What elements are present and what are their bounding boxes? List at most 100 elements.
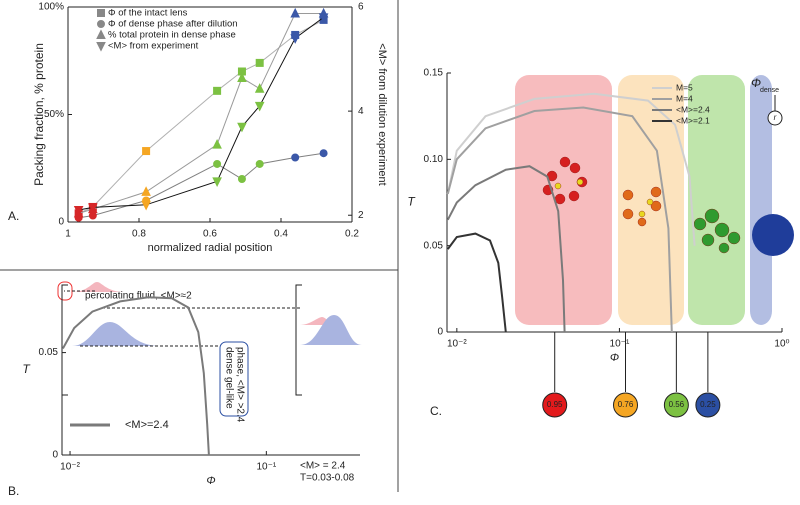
marker	[319, 149, 328, 158]
cluster-particle	[714, 222, 730, 238]
y-tick-label: 0	[58, 217, 64, 228]
y-tick-label: 0.15	[424, 68, 444, 79]
annotation: <M> = 2.4	[300, 461, 346, 472]
marker	[213, 159, 222, 168]
y2-tick-label: 4	[358, 106, 364, 117]
y2-tick-label: 2	[358, 210, 364, 221]
x-tick-label: 0.4	[274, 229, 288, 240]
y-axis-label: T	[407, 195, 416, 209]
y-axis-label: T	[22, 362, 31, 376]
y-tick-label: 100%	[38, 2, 64, 13]
annotation-box	[219, 341, 249, 417]
x-tick-label: 1	[65, 229, 71, 240]
y-tick-label: 0.05	[424, 240, 444, 251]
series-line	[78, 16, 324, 211]
cluster-particle	[701, 233, 715, 247]
y-tick-label: 0.05	[39, 347, 59, 358]
cluster-particle	[638, 210, 646, 218]
x-tick-label: 0.6	[203, 229, 217, 240]
y-tick-label: 0	[52, 450, 58, 461]
inset-symbol: Φ	[751, 76, 761, 90]
marker	[255, 159, 264, 168]
series-line	[78, 13, 324, 214]
cluster-sphere	[752, 214, 794, 256]
x-axis-label: normalized radial position	[148, 242, 273, 254]
distribution	[72, 322, 160, 346]
region-box	[688, 75, 745, 325]
marker	[97, 20, 105, 28]
marker	[213, 86, 222, 95]
annotation: phase, <M> >2.4	[234, 347, 245, 423]
marker	[290, 34, 301, 44]
y2-tick-label: 6	[358, 2, 364, 13]
series-line	[446, 106, 673, 333]
cluster-particle	[559, 156, 571, 168]
marker	[237, 72, 247, 82]
marker	[237, 122, 247, 133]
x-tick-label: 10⁻²	[447, 339, 467, 350]
x-tick-label: 0.8	[132, 229, 146, 240]
y2-axis-label: <M> from dilution experiment	[376, 43, 388, 185]
x-tick-label: 10⁰	[774, 339, 789, 350]
y-axis-label: Packing fraction, % protein	[32, 43, 46, 186]
marker	[96, 29, 106, 39]
marker	[212, 177, 222, 188]
region-marker	[695, 392, 721, 418]
marker	[73, 206, 84, 216]
x-tick-label: 10⁻¹	[610, 339, 630, 350]
region-marker	[613, 392, 639, 418]
region-label: 0.56	[669, 400, 685, 409]
legend-label: <M>=2.4	[676, 104, 710, 114]
marker	[255, 58, 264, 67]
marker	[141, 200, 151, 211]
cluster-particle	[622, 208, 634, 220]
legend-label: <M>=2.1	[676, 115, 710, 125]
region-label: 0.76	[618, 400, 634, 409]
marker	[291, 153, 300, 162]
panel-label: C.	[430, 404, 442, 418]
marker	[97, 9, 105, 17]
cluster-particle	[693, 217, 707, 231]
region-box	[750, 75, 772, 325]
series-line	[446, 165, 566, 333]
legend-label: <M> from experiment	[108, 41, 199, 52]
legend-label: <M>=2.4	[125, 419, 169, 431]
x-axis-label: Φ	[206, 475, 215, 487]
distribution	[72, 282, 125, 292]
series-line	[446, 92, 696, 246]
legend-label: M=4	[676, 93, 693, 103]
distribution	[300, 315, 362, 345]
region-marker	[542, 392, 568, 418]
series-line	[446, 232, 507, 333]
x-tick-label: 10⁻²	[60, 462, 80, 473]
cluster-particle	[569, 162, 581, 174]
annotation: T=0.03-0.08	[300, 473, 355, 484]
legend-label: % total protein in dense phase	[108, 30, 236, 41]
cluster-particle	[637, 217, 647, 227]
region-label: 0.25	[700, 400, 716, 409]
cluster-particle	[568, 190, 580, 202]
cluster-particle	[554, 182, 562, 190]
x-tick-label: 0.2	[345, 229, 359, 240]
legend-label: Φ of dense phase after dilution	[108, 19, 238, 30]
marker	[96, 42, 106, 52]
marker	[142, 147, 151, 156]
annotation: percolating fluid, <M>≈2	[85, 291, 192, 302]
cluster-particle	[646, 198, 654, 206]
series-line	[78, 152, 324, 219]
marker	[254, 101, 265, 112]
series-line	[62, 296, 210, 456]
legend-label: M=5	[676, 82, 693, 92]
legend-label: Φ of the intact lens	[108, 8, 188, 19]
marker	[290, 7, 301, 18]
marker	[88, 203, 98, 214]
inset-subscript: dense	[760, 87, 779, 94]
panel-label: B.	[8, 484, 19, 498]
y-tick-label: 50%	[44, 109, 64, 120]
cluster-particle	[650, 200, 662, 212]
marker	[254, 83, 265, 93]
marker	[318, 13, 329, 24]
y-tick-label: 0	[437, 327, 443, 338]
region-label: 0.95	[547, 400, 563, 409]
